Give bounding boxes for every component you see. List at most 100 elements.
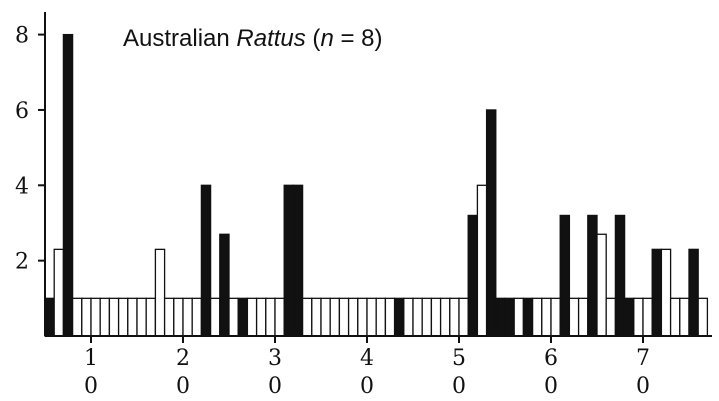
bar-70	[688, 248, 699, 337]
bar-32	[338, 297, 350, 337]
title-part-1: Rattus	[236, 25, 305, 52]
x-tick-sublabel-4: 0	[360, 374, 374, 399]
bar-33	[347, 297, 359, 337]
title-part-2: (	[306, 25, 321, 52]
bar-50	[504, 297, 515, 337]
bar-37	[384, 297, 396, 337]
bars-group	[44, 33, 709, 337]
title-part-3: n	[320, 25, 333, 52]
bar-23	[255, 297, 267, 337]
y-tick-label-2: 2	[15, 250, 29, 275]
bar-40	[412, 297, 423, 337]
bar-21	[237, 297, 249, 337]
bar-13	[163, 297, 175, 337]
bar-18	[209, 297, 221, 337]
x-tick-label-3: 3	[268, 346, 282, 371]
bar-58	[577, 297, 589, 337]
bar-43	[439, 297, 451, 337]
bar-0	[44, 297, 55, 337]
x-tick-label-6: 6	[544, 346, 558, 371]
bar-38	[393, 297, 405, 337]
bar-65	[642, 297, 653, 337]
bar-7	[108, 297, 120, 337]
bar-19	[219, 233, 230, 337]
chart-title: Australian Rattus (n = 8)	[123, 25, 383, 52]
bar-71	[697, 297, 709, 337]
x-tick-sublabel-6: 0	[544, 374, 558, 399]
bar-63	[623, 297, 635, 337]
bar-35	[366, 297, 377, 337]
x-tick-label-7: 7	[636, 346, 650, 371]
title-part-4: = 8)	[334, 25, 383, 52]
bar-46	[467, 214, 479, 337]
bar-12	[154, 248, 166, 337]
bar-25	[274, 297, 285, 337]
bar-15	[182, 297, 193, 337]
x-tick-label-1: 1	[84, 346, 98, 371]
bar-39	[403, 297, 414, 337]
bar-53	[531, 297, 543, 337]
bar-64	[633, 297, 644, 337]
bar-11	[145, 297, 157, 337]
bar-8	[117, 297, 129, 337]
bar-3	[71, 297, 83, 337]
bar-62	[614, 214, 626, 337]
bar-34	[357, 297, 368, 337]
bar-27	[292, 184, 304, 337]
bar-60	[596, 233, 607, 337]
bar-6	[99, 297, 111, 337]
bar-54	[541, 297, 552, 337]
bar-44	[449, 297, 460, 337]
bar-20	[228, 297, 239, 337]
bar-45	[458, 297, 469, 337]
bar-42	[430, 297, 442, 337]
x-ticks: 1 0 2 0 3 0 4 0 5 0 6 0 7 0	[84, 336, 650, 399]
bar-66	[651, 248, 663, 337]
x-tick-sublabel-5: 0	[452, 374, 466, 399]
bar-51	[513, 297, 525, 337]
y-tick-label-6: 6	[15, 99, 29, 124]
bar-4	[81, 297, 92, 337]
bar-26	[283, 184, 295, 337]
bar-48	[485, 109, 497, 337]
title-part-0: Australian	[123, 25, 236, 52]
bar-17	[200, 184, 212, 337]
bar-10	[136, 297, 147, 337]
bar-69	[679, 297, 690, 337]
x-tick-label-5: 5	[452, 346, 466, 371]
x-tick-sublabel-7: 0	[636, 374, 650, 399]
y-ticks: 2 4 6 8	[15, 24, 45, 275]
bar-36	[375, 297, 387, 337]
bar-9	[127, 297, 138, 337]
bar-16	[191, 297, 203, 337]
bar-22	[246, 297, 258, 337]
bar-68	[669, 297, 681, 337]
bar-41	[421, 297, 433, 337]
bar-14	[173, 297, 184, 337]
y-tick-label-4: 4	[15, 174, 29, 199]
bar-24	[265, 297, 276, 337]
bar-67	[660, 248, 672, 337]
bar-61	[605, 297, 617, 337]
bar-5	[90, 297, 101, 337]
bar-57	[568, 297, 580, 337]
x-tick-label-2: 2	[176, 346, 190, 371]
bar-30	[320, 297, 331, 337]
bar-59	[587, 214, 598, 337]
x-tick-sublabel-1: 0	[84, 374, 98, 399]
bar-29	[311, 297, 322, 337]
x-tick-sublabel-3: 0	[268, 374, 282, 399]
x-tick-label-4: 4	[360, 346, 374, 371]
bar-55	[550, 297, 561, 337]
bar-49	[495, 297, 506, 337]
bar-2	[62, 33, 74, 337]
bar-1	[53, 248, 65, 337]
bar-47	[476, 184, 488, 337]
bar-56	[559, 214, 571, 337]
y-tick-label-8: 8	[15, 24, 29, 49]
bar-28	[301, 297, 313, 337]
x-tick-sublabel-2: 0	[176, 374, 190, 399]
bar-52	[522, 297, 534, 337]
bar-31	[329, 297, 341, 337]
